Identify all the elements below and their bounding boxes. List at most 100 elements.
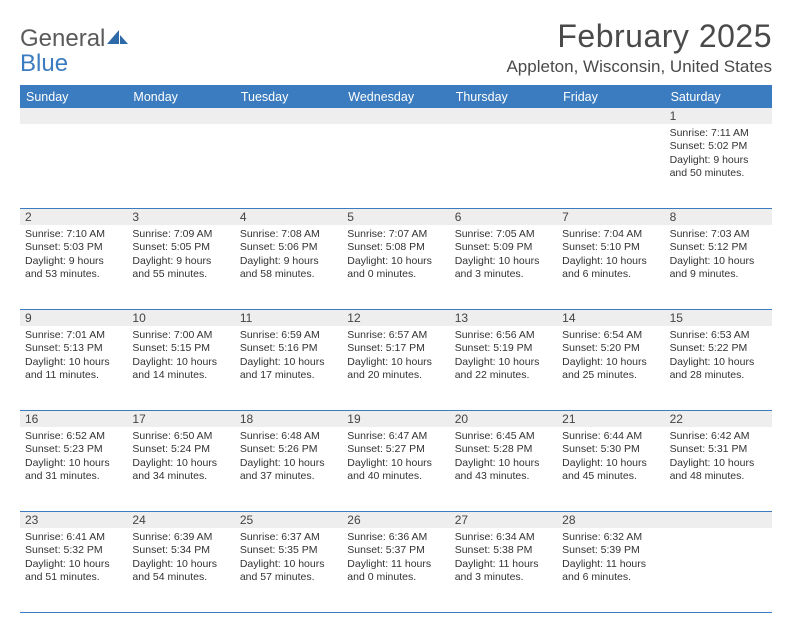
day-detail-line: Daylight: 10 hours (455, 457, 553, 470)
day-number (450, 108, 557, 124)
day-cell (20, 124, 127, 208)
day-number: 19 (342, 411, 449, 427)
day-detail-line: Sunset: 5:30 PM (562, 443, 660, 456)
week-row: Sunrise: 7:10 AMSunset: 5:03 PMDaylight:… (20, 225, 772, 309)
day-cell: Sunrise: 6:32 AMSunset: 5:39 PMDaylight:… (557, 528, 664, 612)
day-number: 4 (235, 209, 342, 225)
day-number: 23 (20, 512, 127, 528)
day-detail-line: and 3 minutes. (455, 268, 553, 281)
day-detail-line: and 34 minutes. (132, 470, 230, 483)
day-detail-line: Sunset: 5:20 PM (562, 342, 660, 355)
day-detail-line: and 55 minutes. (132, 268, 230, 281)
brand-logo: GeneralBlue (20, 24, 129, 76)
day-detail-line: Sunrise: 6:48 AM (240, 430, 338, 443)
day-detail-line: Sunset: 5:17 PM (347, 342, 445, 355)
day-number (557, 108, 664, 124)
day-cell (665, 528, 772, 612)
day-detail-line: and 22 minutes. (455, 369, 553, 382)
day-detail-line: Daylight: 9 hours (132, 255, 230, 268)
day-cell: Sunrise: 6:42 AMSunset: 5:31 PMDaylight:… (665, 427, 772, 511)
day-detail-line: Sunrise: 6:52 AM (25, 430, 123, 443)
day-detail-line: and 0 minutes. (347, 571, 445, 584)
month-title: February 2025 (506, 18, 772, 55)
day-detail-line: Sunrise: 6:34 AM (455, 531, 553, 544)
brand-word-2: Blue (20, 50, 68, 77)
day-detail-line: Sunrise: 7:04 AM (562, 228, 660, 241)
day-detail-line: Sunset: 5:28 PM (455, 443, 553, 456)
week-row: Sunrise: 6:41 AMSunset: 5:32 PMDaylight:… (20, 528, 772, 612)
day-detail-line: Daylight: 10 hours (132, 558, 230, 571)
day-detail-line: Sunset: 5:39 PM (562, 544, 660, 557)
day-detail-line: and 14 minutes. (132, 369, 230, 382)
day-detail-line: Sunrise: 6:41 AM (25, 531, 123, 544)
day-detail-line: Sunrise: 6:54 AM (562, 329, 660, 342)
day-detail-line: Daylight: 9 hours (25, 255, 123, 268)
day-detail-line: Daylight: 10 hours (25, 356, 123, 369)
day-detail-line: and 25 minutes. (562, 369, 660, 382)
day-detail-line: Sunset: 5:09 PM (455, 241, 553, 254)
week-row: Sunrise: 7:01 AMSunset: 5:13 PMDaylight:… (20, 326, 772, 410)
day-detail-line: Daylight: 10 hours (455, 356, 553, 369)
day-cell: Sunrise: 6:52 AMSunset: 5:23 PMDaylight:… (20, 427, 127, 511)
day-detail-line: Daylight: 10 hours (347, 356, 445, 369)
day-cell: Sunrise: 6:59 AMSunset: 5:16 PMDaylight:… (235, 326, 342, 410)
day-cell: Sunrise: 6:41 AMSunset: 5:32 PMDaylight:… (20, 528, 127, 612)
daynum-row: 232425262728 (20, 512, 772, 528)
day-detail-line: Sunrise: 6:39 AM (132, 531, 230, 544)
day-cell: Sunrise: 6:39 AMSunset: 5:34 PMDaylight:… (127, 528, 234, 612)
day-detail-line: Sunrise: 6:50 AM (132, 430, 230, 443)
day-detail-line: and 0 minutes. (347, 268, 445, 281)
day-detail-line: and 53 minutes. (25, 268, 123, 281)
day-cell (342, 124, 449, 208)
day-detail-line: and 50 minutes. (670, 167, 768, 180)
day-detail-line: and 17 minutes. (240, 369, 338, 382)
day-number (127, 108, 234, 124)
day-cell: Sunrise: 7:04 AMSunset: 5:10 PMDaylight:… (557, 225, 664, 309)
calendar-page: GeneralBlue February 2025 Appleton, Wisc… (0, 0, 792, 633)
week-block: 16171819202122Sunrise: 6:52 AMSunset: 5:… (20, 411, 772, 512)
daynum-row: 1 (20, 108, 772, 124)
day-cell: Sunrise: 7:03 AMSunset: 5:12 PMDaylight:… (665, 225, 772, 309)
day-detail-line: and 37 minutes. (240, 470, 338, 483)
day-cell: Sunrise: 6:54 AMSunset: 5:20 PMDaylight:… (557, 326, 664, 410)
day-number: 9 (20, 310, 127, 326)
day-cell: Sunrise: 6:56 AMSunset: 5:19 PMDaylight:… (450, 326, 557, 410)
day-number: 20 (450, 411, 557, 427)
day-detail-line: Sunrise: 7:07 AM (347, 228, 445, 241)
day-detail-line: Sunset: 5:02 PM (670, 140, 768, 153)
day-cell: Sunrise: 7:07 AMSunset: 5:08 PMDaylight:… (342, 225, 449, 309)
day-detail-line: Daylight: 10 hours (132, 356, 230, 369)
title-block: February 2025 Appleton, Wisconsin, Unite… (506, 18, 772, 77)
day-detail-line: Daylight: 10 hours (240, 558, 338, 571)
day-detail-line: Sunset: 5:31 PM (670, 443, 768, 456)
day-detail-line: Sunset: 5:19 PM (455, 342, 553, 355)
day-cell: Sunrise: 6:34 AMSunset: 5:38 PMDaylight:… (450, 528, 557, 612)
day-detail-line: Daylight: 10 hours (562, 457, 660, 470)
day-detail-line: Daylight: 10 hours (25, 558, 123, 571)
day-number: 5 (342, 209, 449, 225)
weekday-header: Sunday (20, 86, 127, 108)
day-detail-line: Daylight: 10 hours (132, 457, 230, 470)
day-detail-line: Sunset: 5:38 PM (455, 544, 553, 557)
day-detail-line: Sunrise: 6:59 AM (240, 329, 338, 342)
day-number: 7 (557, 209, 664, 225)
day-cell: Sunrise: 7:01 AMSunset: 5:13 PMDaylight:… (20, 326, 127, 410)
day-detail-line: Daylight: 9 hours (670, 154, 768, 167)
day-detail-line: Sunrise: 6:36 AM (347, 531, 445, 544)
day-cell: Sunrise: 6:37 AMSunset: 5:35 PMDaylight:… (235, 528, 342, 612)
day-detail-line: Sunset: 5:05 PM (132, 241, 230, 254)
day-number: 18 (235, 411, 342, 427)
week-row: Sunrise: 6:52 AMSunset: 5:23 PMDaylight:… (20, 427, 772, 511)
day-detail-line: Sunset: 5:16 PM (240, 342, 338, 355)
day-number: 28 (557, 512, 664, 528)
weekday-header: Saturday (665, 86, 772, 108)
day-detail-line: Sunset: 5:06 PM (240, 241, 338, 254)
day-detail-line: Sunset: 5:24 PM (132, 443, 230, 456)
day-detail-line: Sunset: 5:26 PM (240, 443, 338, 456)
day-number: 11 (235, 310, 342, 326)
day-number: 13 (450, 310, 557, 326)
day-detail-line: Sunset: 5:08 PM (347, 241, 445, 254)
day-detail-line: Sunrise: 6:45 AM (455, 430, 553, 443)
day-cell: Sunrise: 7:08 AMSunset: 5:06 PMDaylight:… (235, 225, 342, 309)
day-detail-line: and 43 minutes. (455, 470, 553, 483)
